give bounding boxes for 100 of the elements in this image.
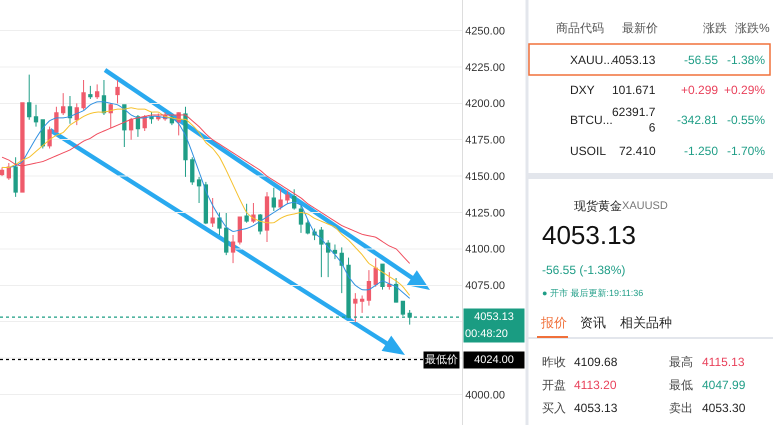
text: USOIL	[570, 144, 606, 158]
text: -342.81	[677, 113, 718, 127]
candlestick	[387, 272, 392, 290]
text: ● 开市 最后更新:19:11:36	[542, 288, 644, 298]
candlestick	[332, 244, 338, 260]
text: XAUU...	[570, 53, 614, 67]
candlestick	[264, 192, 270, 243]
text: 开盘	[542, 378, 566, 392]
text: 4109.68	[574, 355, 618, 369]
candlestick	[108, 102, 113, 129]
text: +0.299	[681, 83, 718, 97]
ref-line-label: 4024.00	[474, 354, 514, 366]
text: 4115.13	[702, 355, 745, 369]
text: 4113.20	[574, 378, 617, 392]
text: -1.250	[684, 144, 718, 158]
candlestick	[61, 92, 66, 116]
text: 相关品种	[620, 315, 672, 330]
candlestick	[0, 166, 4, 177]
candlestick	[190, 156, 194, 186]
candlestick	[27, 74, 32, 120]
y-tick-label: 4150.00	[465, 170, 505, 183]
y-tick-label: 4125.00	[465, 207, 505, 220]
candlestick	[54, 106, 59, 134]
text: 卖出	[669, 401, 693, 415]
candlestick	[298, 204, 304, 234]
candlestick	[230, 234, 236, 264]
text: +0.29%	[724, 83, 766, 97]
text: 涨跌%	[735, 21, 770, 35]
candlestick	[285, 190, 290, 204]
text: 涨跌	[703, 21, 727, 35]
candlestick	[94, 84, 100, 100]
candlestick	[272, 187, 276, 212]
line-series	[2, 114, 410, 264]
ref-line-label: 4053.13	[474, 311, 514, 323]
y-tick-label: 4200.00	[465, 98, 505, 110]
text: -1.70%	[727, 144, 766, 158]
text: 昨收	[542, 355, 566, 369]
text: -56.55	[684, 53, 718, 67]
text: 最高	[669, 355, 693, 369]
candlestick	[224, 212, 228, 256]
text: 72.410	[619, 144, 656, 158]
candlestick	[81, 80, 86, 110]
candlestick	[102, 80, 106, 116]
text: XAUUSD	[622, 200, 668, 212]
candlestick	[278, 188, 283, 210]
y-tick-label: 4225.00	[465, 62, 505, 74]
text: 买入	[542, 401, 566, 415]
candlestick	[183, 106, 188, 178]
candlestick	[128, 117, 134, 140]
candlestick	[244, 203, 249, 224]
candlestick	[13, 156, 18, 198]
text: 4053.13	[612, 53, 656, 67]
candlestick	[6, 162, 11, 180]
candlestick	[68, 96, 72, 124]
text: 最低	[669, 378, 693, 392]
text: 4053.30	[702, 401, 746, 415]
text: 报价	[540, 315, 567, 330]
candlestick	[47, 126, 52, 149]
text: BTCU...	[570, 113, 613, 127]
y-tick-label: 4100.00	[465, 244, 505, 256]
y-tick-label: 4075.00	[465, 280, 505, 292]
candlestick	[319, 226, 324, 278]
y-tick-label: 4175.00	[465, 134, 505, 147]
candlestick	[394, 278, 398, 304]
text: 00:48:20	[465, 328, 508, 340]
text: 资讯	[580, 315, 606, 330]
candlestick	[210, 197, 215, 228]
candlestick	[217, 212, 222, 236]
text: 4047.99	[702, 378, 746, 392]
text: -56.55 (-1.38%)	[542, 263, 626, 277]
text: 62391.7 6	[612, 105, 656, 135]
candlestick	[353, 292, 358, 323]
text: 最新价	[622, 21, 658, 35]
text: 最低价	[425, 354, 458, 366]
candlestick	[326, 240, 330, 278]
text: 101.671	[612, 83, 656, 97]
candlestick	[374, 258, 378, 288]
text: 商品代码	[556, 21, 604, 35]
candlestick	[238, 216, 242, 246]
candlestick	[366, 270, 372, 306]
candlestick	[122, 104, 126, 148]
candlestick	[340, 246, 344, 294]
candlestick	[136, 114, 140, 138]
text: 现货黄金	[574, 199, 622, 213]
candlestick	[204, 181, 208, 225]
candlestick	[34, 104, 38, 128]
text: 4053.13	[574, 401, 618, 415]
candlestick	[196, 176, 202, 204]
candlestick	[115, 80, 120, 104]
text: DXY	[570, 83, 595, 97]
candlestick	[88, 85, 93, 100]
candlestick	[306, 219, 310, 235]
text: -0.55%	[727, 113, 766, 127]
y-tick-label: 4000.00	[465, 389, 505, 402]
candlestick	[74, 102, 79, 126]
text: -1.38%	[727, 53, 766, 67]
candlestick	[40, 118, 45, 149]
candlestick	[360, 294, 364, 314]
y-tick-label: 4250.00	[465, 25, 505, 38]
text: 4053.13	[542, 220, 636, 250]
